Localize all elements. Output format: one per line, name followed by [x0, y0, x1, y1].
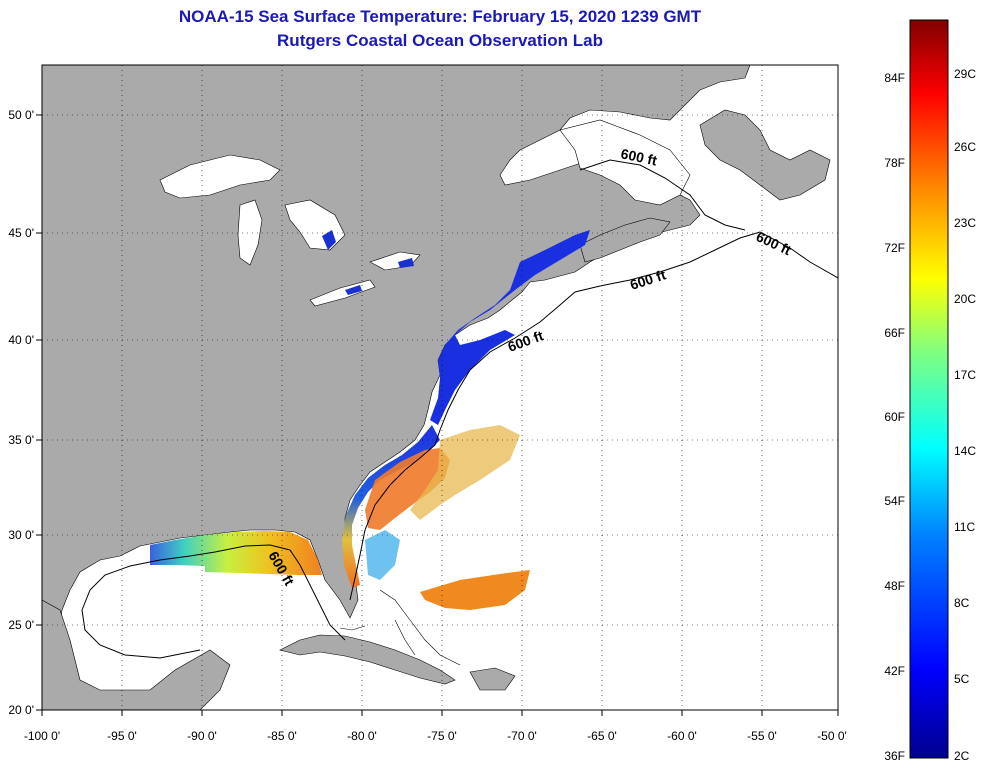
colorbar-c-label: 26C — [954, 140, 976, 154]
lake-ice-blue-2 — [398, 258, 414, 268]
isobath-600ft — [349, 231, 838, 601]
lon-label: -85 0' — [267, 729, 297, 743]
colorbar-f-label: 54F — [884, 494, 905, 508]
colorbar-f-label: 42F — [884, 664, 905, 678]
colorbar-c-label: 14C — [954, 444, 976, 458]
colorbar-f-label: 66F — [884, 326, 905, 340]
colorbar-fahrenheit-labels: 84F 78F 72F 66F 60F 54F 48F 42F 36F — [884, 71, 905, 763]
colorbar-celsius-labels: 29C 26C 23C 20C 17C 14C 11C 8C 5C 2C — [954, 67, 976, 763]
sst-bahamas-warm — [420, 570, 530, 610]
colorbar-c-label: 20C — [954, 292, 976, 306]
colorbar-f-label: 72F — [884, 241, 905, 255]
colorbar-f-label: 84F — [884, 71, 905, 85]
lake-superior — [159, 154, 281, 199]
lon-label: -65 0' — [587, 729, 617, 743]
sst-cyan-scatter — [365, 530, 400, 580]
sst-southeast-coastal — [342, 425, 440, 588]
lat-label: 45 0' — [8, 226, 34, 240]
lon-label: -75 0' — [427, 729, 457, 743]
lat-label: 40 0' — [8, 333, 34, 347]
isobath-600ft-gulf — [81, 544, 346, 659]
lat-label: 30 0' — [8, 528, 34, 542]
colorbar-c-label: 8C — [954, 596, 970, 610]
colorbar-c-label: 2C — [954, 749, 970, 763]
lake-ice-blue-3 — [345, 285, 362, 295]
lat-label: 25 0' — [8, 618, 34, 632]
contour-label-north: 600 ft — [619, 145, 658, 168]
cuba-land — [279, 634, 456, 685]
lon-label: -90 0' — [187, 729, 217, 743]
isobath-600ft-north — [579, 159, 746, 231]
colorbar-f-label: 78F — [884, 156, 905, 170]
sst-offshore-scatter — [410, 425, 520, 520]
lon-label: -100 0' — [24, 729, 60, 743]
hispaniola-land — [469, 667, 516, 691]
colorbar-f-label: 48F — [884, 579, 905, 593]
newfoundland-land — [699, 109, 831, 201]
frame-ticks — [36, 114, 839, 716]
lon-label: -50 0' — [817, 729, 847, 743]
lake-michigan — [237, 199, 263, 266]
sst-gulf-of-mexico — [150, 531, 322, 575]
bahamas-outline — [379, 589, 461, 666]
map-title: NOAA-15 Sea Surface Temperature: Februar… — [178, 7, 702, 26]
lon-label: -60 0' — [667, 729, 697, 743]
colorbar-c-label: 11C — [954, 520, 975, 534]
colorbar-f-label: 60F — [884, 410, 905, 424]
lat-label: 50 0' — [8, 108, 34, 122]
bahamas-outline-2 — [394, 619, 416, 656]
lake-ice-blue-1 — [322, 230, 336, 250]
lat-axis-labels: 50 0' 45 0' 40 0' 35 0' 30 0' 25 0' 20 0… — [8, 108, 34, 717]
colorbar-c-label: 29C — [954, 67, 976, 81]
lon-label: -70 0' — [507, 729, 537, 743]
colorbar-f-label: 36F — [884, 749, 905, 763]
lat-label: 35 0' — [8, 433, 34, 447]
yucatan-land — [42, 599, 231, 710]
florida-keys — [339, 625, 366, 631]
map-frame — [41, 64, 839, 711]
sst-northeast-cold — [430, 230, 590, 425]
sst-gulf-stream — [365, 448, 450, 530]
nova-scotia-land — [579, 217, 671, 263]
lon-label: -55 0' — [747, 729, 777, 743]
colorbar-c-label: 5C — [954, 672, 970, 686]
colorbar — [909, 19, 949, 759]
lat-label: 20 0' — [8, 703, 34, 717]
lon-label: -95 0' — [107, 729, 137, 743]
map-subtitle: Rutgers Coastal Ocean Observation Lab — [277, 31, 603, 50]
lon-axis-labels: -100 0' -95 0' -90 0' -85 0' -80 0' -75 … — [24, 729, 847, 743]
north-america-land — [42, 65, 751, 710]
lon-label: -80 0' — [347, 729, 377, 743]
colorbar-c-label: 23C — [954, 216, 976, 230]
colorbar-c-label: 17C — [954, 368, 976, 382]
